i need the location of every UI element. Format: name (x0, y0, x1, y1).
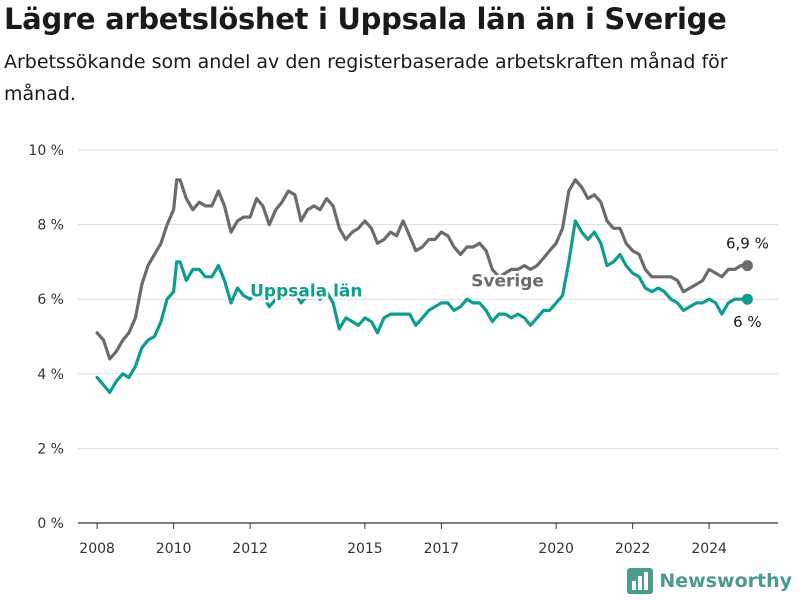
x-tick-label: 2012 (232, 541, 268, 557)
series-end-point-uppsala (741, 293, 753, 305)
x-tick-label: 2008 (79, 541, 115, 557)
y-tick-label: 8 % (37, 218, 64, 234)
series-line-uppsala (95, 219, 749, 395)
series-layer (95, 178, 753, 395)
x-tick-label: 2017 (424, 541, 460, 557)
y-tick-label: 10 % (28, 143, 64, 159)
y-tick-label: 2 % (37, 441, 64, 457)
grid-layer (78, 149, 778, 449)
x-tick-label: 2022 (615, 541, 651, 557)
series-line-sverige (95, 178, 749, 361)
newsworthy-chart-logo-icon (627, 568, 654, 594)
y-tick-label: 6 % (37, 292, 64, 308)
x-tick-label: 2010 (156, 541, 192, 557)
series-label-uppsala: Uppsala län (250, 282, 362, 302)
x-tick-label: 2015 (347, 541, 383, 557)
brand-logo: Newsworthy (627, 568, 792, 594)
axis-layer: 0 % 2 % 4 % 6 % 8 % 10 % 2008 2010 2012 2015 2017 2… (28, 143, 778, 557)
x-tick-label: 2020 (538, 541, 574, 557)
y-tick-label: 4 % (37, 367, 64, 383)
end-value-label-uppsala: 6 % (733, 313, 762, 331)
series-label-sverige-halo: Sverige (471, 272, 544, 292)
brand-name: Newsworthy (659, 570, 792, 592)
page-subtitle: Arbetssökande som andel av den registerb… (4, 51, 728, 105)
x-tick-label: 2024 (691, 541, 727, 557)
page-title: Lägre arbetslöshet i Uppsala län än i Sv… (4, 2, 727, 36)
series-label-uppsala-halo: Uppsala län (250, 282, 362, 302)
end-value-label-sverige: 6,9 % (726, 235, 769, 253)
series-end-point-sverige (741, 260, 753, 272)
series-label-sverige: Sverige (471, 272, 544, 292)
y-tick-label: 0 % (37, 516, 64, 532)
